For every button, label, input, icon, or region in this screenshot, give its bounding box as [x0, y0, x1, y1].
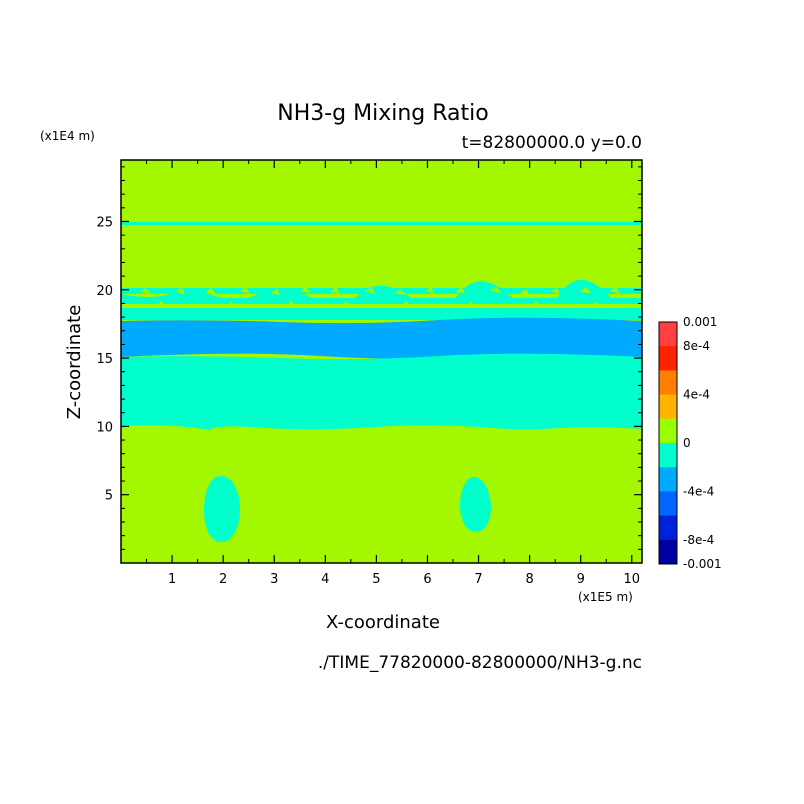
x-tick-label: 4 — [321, 572, 329, 587]
x-tick-label: 8 — [525, 572, 533, 587]
blob-left — [204, 476, 240, 542]
colorbar-swatch — [659, 539, 677, 565]
blob-right — [460, 477, 491, 532]
x-unit-label: (x1E5 m) — [578, 590, 633, 604]
colorbar-frame — [658, 321, 678, 565]
x-tick-label: 9 — [577, 572, 585, 587]
x-tick-label: 2 — [219, 572, 227, 587]
plot-frame — [120, 159, 643, 564]
chart-title: NH3-g Mixing Ratio — [277, 101, 489, 126]
x-tick-label: 1 — [168, 572, 176, 587]
y-unit-label: (x1E4 m) — [40, 129, 95, 143]
colorbar-label: -8e-4 — [683, 533, 714, 547]
footer-filename: ./TIME_77820000-82800000/NH3-g.nc — [318, 653, 642, 673]
thin-layer — [121, 222, 642, 225]
colorbar-swatch — [659, 346, 677, 371]
colorbar-swatch — [659, 418, 677, 444]
y-tick-label: 25 — [96, 215, 113, 230]
x-tick-label: 5 — [372, 572, 380, 587]
colorbar-swatch — [659, 370, 677, 396]
x-tick-label: 10 — [624, 572, 641, 587]
cyan-band — [121, 353, 642, 430]
x-tick-label: 3 — [270, 572, 278, 587]
axis-ticks: 1 2 3 4 5 6 7 8 9 10 5 10 15 20 25 — [96, 160, 642, 587]
colorbar-swatch — [659, 322, 677, 347]
colorbar-swatch — [659, 491, 677, 517]
colorbar-swatch — [659, 467, 677, 492]
colorbar-label: 0 — [683, 436, 691, 450]
colorbar-label: 0.001 — [683, 315, 717, 329]
x-tick-label: 7 — [474, 572, 482, 587]
colorbar: 0.001 8e-4 4e-4 0 -4e-4 -8e-4 -0.001 — [658, 315, 722, 571]
x-axis-label: X-coordinate — [326, 612, 440, 633]
colorbar-label: -4e-4 — [683, 484, 714, 498]
y-axis-label: Z-coordinate — [64, 305, 85, 420]
y-tick-label: 20 — [96, 284, 113, 299]
y-tick-label: 5 — [105, 489, 113, 504]
x-tick-label: 6 — [423, 572, 431, 587]
plot-area: 1 2 3 4 5 6 7 8 9 10 5 10 15 20 25 — [96, 159, 643, 587]
colorbar-swatch — [659, 515, 677, 541]
colorbar-label: 8e-4 — [683, 339, 710, 353]
blue-band — [121, 317, 642, 360]
colorbar-label: -0.001 — [683, 557, 722, 571]
colorbar-swatch — [659, 443, 677, 468]
colorbar-swatch — [659, 394, 677, 420]
y-tick-label: 10 — [96, 420, 113, 435]
colorbar-label: 4e-4 — [683, 388, 710, 402]
y-tick-label: 15 — [96, 352, 113, 367]
chart-subtitle: t=82800000.0 y=0.0 — [462, 133, 642, 153]
turbulent-band — [121, 279, 642, 320]
